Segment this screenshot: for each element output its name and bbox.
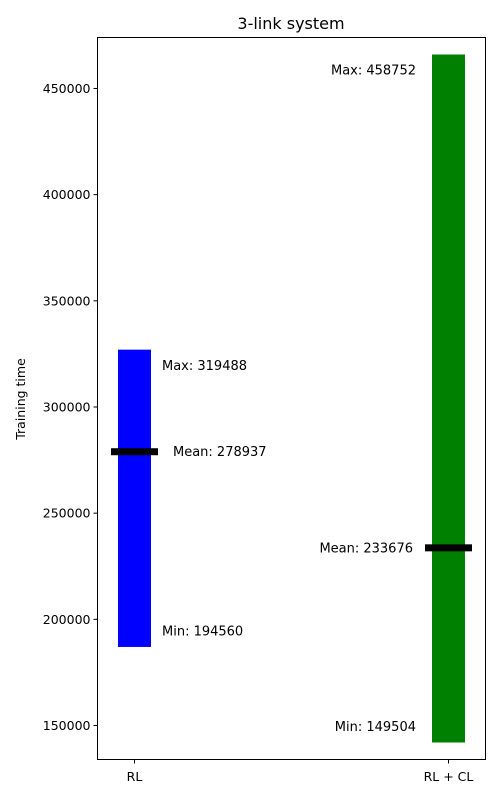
y-axis: 150000 200000 250000 300000 350000 400000 4500…: [43, 81, 98, 733]
annotation-min-rl: Min: 194560: [162, 624, 243, 639]
y-axis-label: Training time: [13, 358, 28, 441]
y-tick-label: 350000: [43, 293, 91, 308]
y-tick-label: 300000: [43, 399, 91, 414]
annotation-min-rl-cl: Min: 149504: [335, 720, 416, 735]
plot-frame: [97, 37, 486, 760]
annotation-mean-rl-cl: Mean: 233676: [319, 541, 413, 556]
annotation-mean-rl: Mean: 278937: [173, 445, 267, 460]
mean-marker-rl: [111, 448, 158, 456]
chart-title: 3-link system: [237, 14, 344, 33]
y-tick-label: 250000: [43, 506, 91, 521]
y-tick-label: 450000: [43, 81, 91, 96]
bar-rl: [118, 349, 151, 647]
bar-rl-cl: [432, 54, 465, 743]
y-tick-label: 400000: [43, 187, 91, 202]
x-tick-label: RL: [127, 769, 143, 784]
x-tick-label: RL + CL: [424, 769, 474, 784]
annotation-max-rl-cl: Max: 458752: [331, 63, 416, 78]
mean-marker-rl-cl: [425, 544, 472, 552]
annotation-max-rl: Max: 319488: [162, 359, 247, 374]
y-tick-label: 200000: [43, 612, 91, 627]
mean-markers-layer: [111, 448, 472, 552]
y-tick-label: 150000: [43, 718, 91, 733]
annotations-layer: Max: 319488 Mean: 278937 Min: 194560 Max: 4…: [162, 63, 416, 735]
x-axis: RL RL + CL: [127, 759, 474, 784]
bars-layer: [118, 54, 465, 743]
